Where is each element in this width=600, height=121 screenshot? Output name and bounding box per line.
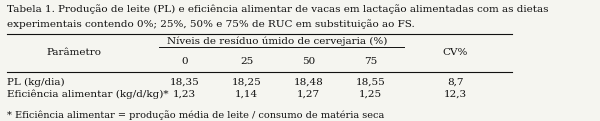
Text: 25: 25 <box>240 57 253 66</box>
Text: 1,23: 1,23 <box>173 90 196 99</box>
Text: 12,3: 12,3 <box>444 90 467 99</box>
Text: 18,55: 18,55 <box>356 78 385 87</box>
Text: 0: 0 <box>181 57 188 66</box>
Text: PL (kg/dia): PL (kg/dia) <box>7 78 64 87</box>
Text: Parâmetro: Parâmetro <box>46 48 101 57</box>
Text: 18,48: 18,48 <box>293 78 323 87</box>
Text: 75: 75 <box>364 57 377 66</box>
Text: Níveis de resíduo úmido de cervejaria (%): Níveis de resíduo úmido de cervejaria (%… <box>167 36 388 46</box>
Text: 50: 50 <box>302 57 315 66</box>
Text: experimentais contendo 0%; 25%, 50% e 75% de RUC em substituição ao FS.: experimentais contendo 0%; 25%, 50% e 75… <box>7 19 414 29</box>
Text: CV%: CV% <box>443 48 468 57</box>
Text: 18,35: 18,35 <box>170 78 199 87</box>
Text: 1,27: 1,27 <box>297 90 320 99</box>
Text: 18,25: 18,25 <box>232 78 262 87</box>
Text: * Eficiência alimentar = produção média de leite / consumo de matéria seca: * Eficiência alimentar = produção média … <box>7 110 384 120</box>
Text: 8,7: 8,7 <box>447 78 464 87</box>
Text: Tabela 1. Produção de leite (PL) e eficiência alimentar de vacas em lactação ali: Tabela 1. Produção de leite (PL) e efici… <box>7 4 548 14</box>
Text: Eficiência alimentar (kg/d/kg)*: Eficiência alimentar (kg/d/kg)* <box>7 90 168 99</box>
Text: 1,14: 1,14 <box>235 90 258 99</box>
Text: 1,25: 1,25 <box>359 90 382 99</box>
